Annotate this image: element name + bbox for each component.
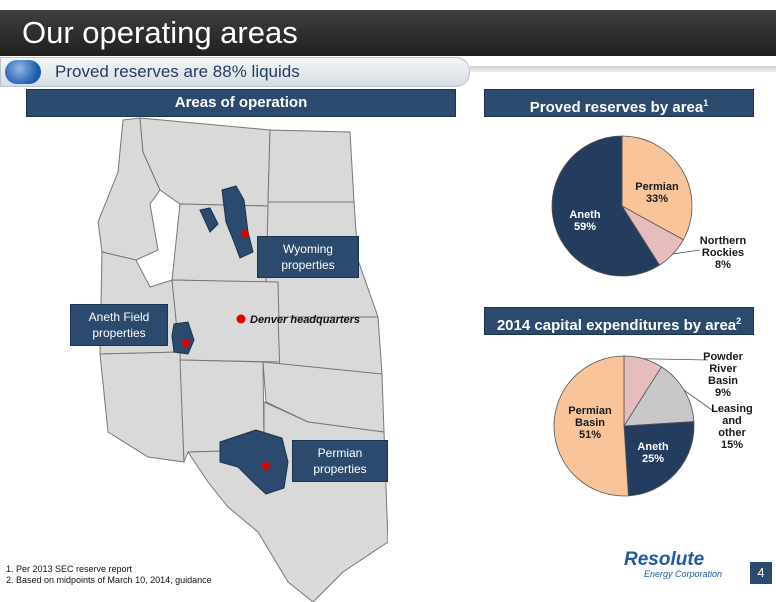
- pie-slice-label: Aneth 59%: [569, 209, 600, 233]
- subtitle-rule: [470, 66, 776, 72]
- pie-slice: [553, 355, 629, 497]
- state-north-dakota: [267, 129, 355, 203]
- pie-leader-line: [684, 390, 713, 411]
- pie-slice-label: Leasing and other 15%: [711, 403, 753, 451]
- logo-name: Resolute: [624, 549, 705, 570]
- permian-label-text: Permian properties: [313, 446, 367, 476]
- pie-slice: [621, 135, 693, 241]
- denver-marker: [236, 314, 246, 324]
- pie-slice-label: Northern Rockies 8%: [700, 235, 747, 271]
- capex-header-text: 2014 capital expenditures by area: [496, 317, 737, 334]
- page-number: 4: [750, 562, 772, 584]
- capex-header: 2014 capital expenditures by area2: [484, 307, 754, 335]
- pie-slice-label: Permian Basin 51%: [568, 405, 612, 441]
- pie-slice: [551, 135, 661, 277]
- reserves-header-text: Proved reserves by area: [529, 99, 704, 116]
- pie-slice-label: Aneth 25%: [637, 441, 668, 465]
- reserves-header: Proved reserves by area1: [484, 89, 754, 117]
- subtitle: Proved reserves are 88% liquids: [55, 62, 300, 81]
- pie-leader-line: [672, 249, 701, 255]
- pie-slice: [623, 421, 695, 497]
- aneth-label: Aneth Field properties: [70, 304, 168, 346]
- wyoming-small-shape: [199, 207, 219, 233]
- wyoming-basin-shape: [221, 185, 254, 259]
- reserves-header-sup: 1: [703, 98, 709, 108]
- company-logo: Resolute Energy Corporation: [624, 549, 722, 579]
- denver-label: Denver headquarters: [250, 314, 361, 326]
- wyoming-label: Wyoming properties: [257, 236, 359, 278]
- capex-pie-chart: Powder River Basin 9%Leasing and other 15% Anet…: [553, 351, 753, 497]
- reserves-pie-chart: Permian 33% Northern Rockies 8% Aneth 59%: [551, 135, 747, 277]
- bullet-icon: [5, 60, 41, 84]
- permian-shape: [219, 429, 289, 495]
- pie-slice-label: Permian 33%: [635, 181, 679, 205]
- permian-label: Permian properties: [292, 440, 388, 482]
- page-title: Our operating areas: [22, 15, 298, 50]
- pie-slice-label: Powder River Basin 9%: [703, 351, 743, 399]
- logo-tagline: Energy Corporation: [644, 569, 723, 579]
- areas-header-text: Areas of operation: [174, 94, 308, 111]
- title-bar: Our operating areas: [0, 10, 776, 56]
- capex-header-sup: 2: [736, 316, 742, 326]
- permian-marker: [262, 462, 270, 470]
- wyoming-marker: [241, 230, 249, 238]
- subtitle-bar: Proved reserves are 88% liquids: [0, 57, 470, 87]
- pie-leader-line: [643, 358, 709, 361]
- footnote-1: 1. Per 2013 SEC reserve report: [6, 564, 133, 574]
- state-wyoming: [171, 203, 269, 283]
- footnote-2: 2. Based on midpoints of March 10, 2014,…: [6, 575, 212, 585]
- aneth-label-text: Aneth Field properties: [88, 310, 150, 340]
- state-arizona: [99, 351, 185, 463]
- areas-header: Areas of operation: [26, 89, 456, 117]
- operations-map: [97, 117, 388, 602]
- aneth-marker: [182, 339, 190, 347]
- state-montana: [139, 117, 271, 207]
- wyoming-label-text: Wyoming properties: [281, 242, 335, 272]
